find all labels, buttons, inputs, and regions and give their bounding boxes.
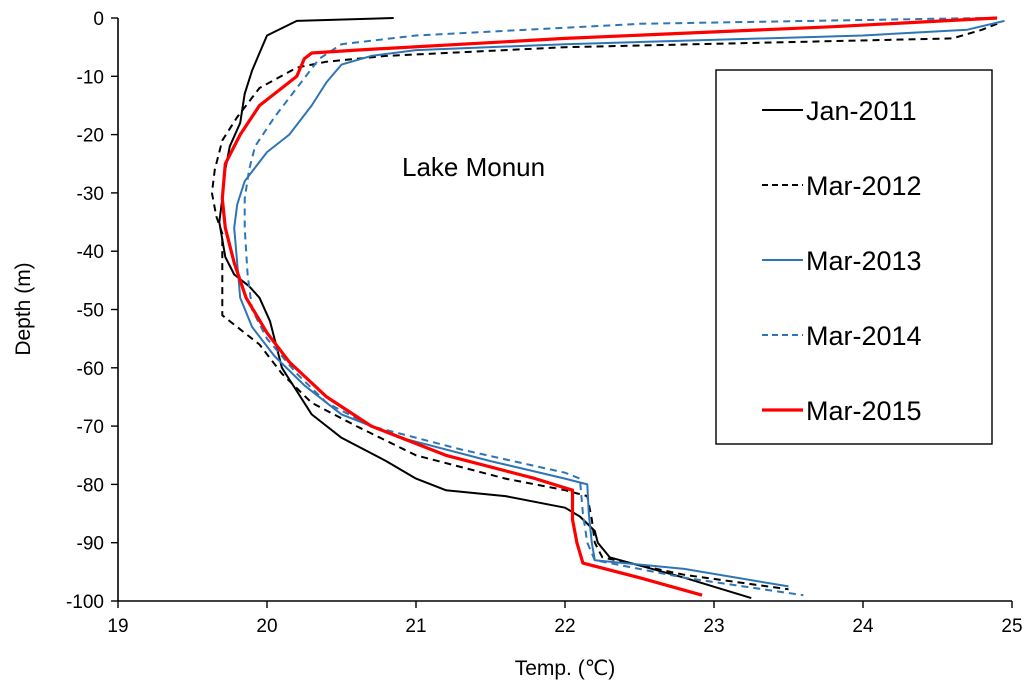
y-tick-label: -80 — [77, 475, 104, 496]
x-tick-label: 23 — [703, 616, 724, 637]
y-tick-label: -100 — [66, 592, 104, 613]
legend-box — [715, 69, 993, 445]
y-axis-title: Depth (m) — [12, 262, 35, 355]
x-tick-label: 22 — [554, 616, 575, 637]
y-tick-label: -50 — [77, 301, 104, 322]
x-tick-label: 24 — [852, 616, 874, 637]
legend-label: Mar-2013 — [806, 246, 922, 276]
legend: Jan-2011 Mar-2012 Mar-2013 Mar-2014 Mar-2015 — [715, 69, 993, 445]
y-tick-label: 0 — [93, 9, 104, 30]
legend-label: Mar-2014 — [806, 321, 922, 351]
y-tick-label: -40 — [77, 242, 104, 263]
y-tick-label: -90 — [77, 534, 104, 555]
y-tick-label: -10 — [77, 67, 104, 88]
series-line-mar-2015 — [220, 16, 998, 597]
legend-label: Jan-2011 — [806, 96, 917, 126]
x-tick-label: 25 — [1001, 616, 1022, 637]
series-line-mar-2013 — [233, 19, 1005, 588]
chart-annotation: Lake Monun — [402, 152, 545, 182]
series-line-jan-2011 — [218, 17, 752, 600]
legend-label: Mar-2015 — [806, 396, 922, 426]
x-tick-label: 20 — [256, 616, 277, 637]
legend-label: Mar-2012 — [806, 171, 922, 201]
y-tick-label: -70 — [77, 417, 104, 438]
x-axis-title: Temp. (℃) — [515, 657, 616, 680]
x-tick-label: 19 — [107, 616, 128, 637]
x-tick-label: 21 — [405, 616, 426, 637]
y-tick-label: -20 — [77, 126, 104, 147]
y-tick-label: -60 — [77, 359, 104, 380]
series-layer — [210, 16, 1005, 600]
y-tick-label: -30 — [77, 184, 104, 205]
